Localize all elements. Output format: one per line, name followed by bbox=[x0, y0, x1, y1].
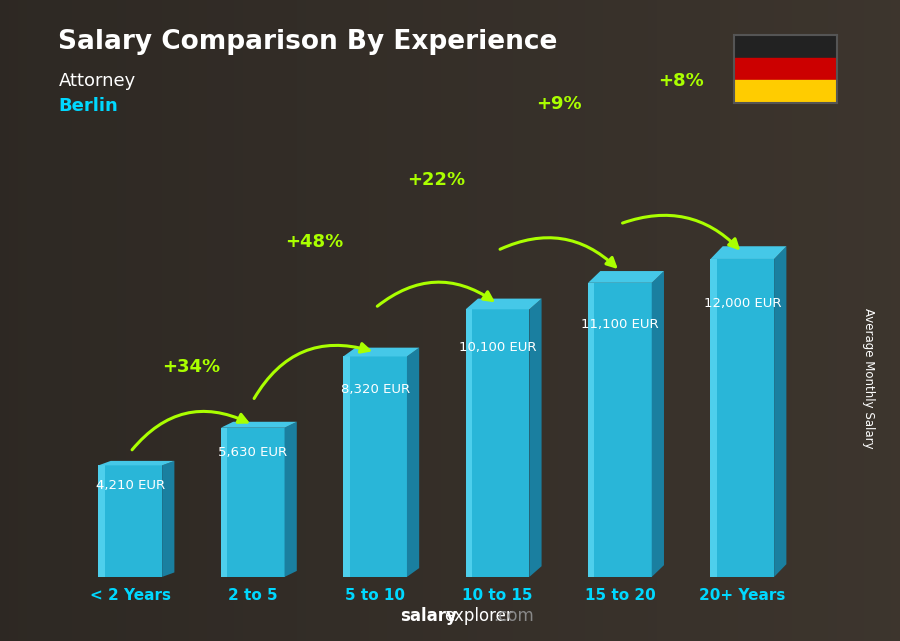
Text: 12,000 EUR: 12,000 EUR bbox=[704, 297, 781, 310]
Bar bbox=[734, 58, 837, 80]
Bar bbox=[588, 283, 595, 577]
Polygon shape bbox=[529, 299, 542, 577]
Bar bbox=[734, 80, 837, 103]
Text: 5,630 EUR: 5,630 EUR bbox=[218, 445, 287, 458]
Polygon shape bbox=[407, 347, 419, 577]
Text: +34%: +34% bbox=[163, 358, 220, 376]
Bar bbox=[465, 310, 472, 577]
Bar bbox=[98, 465, 162, 577]
Polygon shape bbox=[465, 299, 542, 310]
Text: 11,100 EUR: 11,100 EUR bbox=[581, 318, 659, 331]
Bar bbox=[710, 259, 774, 577]
Polygon shape bbox=[162, 461, 175, 577]
Bar bbox=[220, 428, 284, 577]
Text: +9%: +9% bbox=[536, 96, 581, 113]
Bar bbox=[734, 35, 837, 58]
Text: explorer: explorer bbox=[444, 607, 512, 625]
Polygon shape bbox=[588, 271, 664, 283]
Polygon shape bbox=[774, 246, 787, 577]
Text: +8%: +8% bbox=[658, 72, 704, 90]
Text: salary: salary bbox=[400, 607, 457, 625]
Polygon shape bbox=[343, 347, 419, 356]
Text: Salary Comparison By Experience: Salary Comparison By Experience bbox=[58, 29, 558, 55]
Text: 10,100 EUR: 10,100 EUR bbox=[459, 342, 536, 354]
Text: 8,320 EUR: 8,320 EUR bbox=[340, 383, 410, 396]
Bar bbox=[710, 259, 717, 577]
Text: Berlin: Berlin bbox=[58, 97, 118, 115]
Bar bbox=[465, 310, 529, 577]
Text: +48%: +48% bbox=[284, 233, 343, 251]
Bar bbox=[343, 356, 350, 577]
Text: Attorney: Attorney bbox=[58, 72, 136, 90]
Polygon shape bbox=[710, 246, 787, 259]
Polygon shape bbox=[284, 422, 297, 577]
Bar bbox=[98, 465, 105, 577]
Bar bbox=[588, 283, 652, 577]
Text: Average Monthly Salary: Average Monthly Salary bbox=[862, 308, 875, 449]
Polygon shape bbox=[98, 461, 175, 465]
Text: .com: .com bbox=[493, 607, 534, 625]
Polygon shape bbox=[220, 422, 297, 428]
Text: 4,210 EUR: 4,210 EUR bbox=[95, 479, 165, 492]
Text: +22%: +22% bbox=[408, 171, 465, 189]
Bar bbox=[220, 428, 228, 577]
Polygon shape bbox=[652, 271, 664, 577]
Bar bbox=[343, 356, 407, 577]
